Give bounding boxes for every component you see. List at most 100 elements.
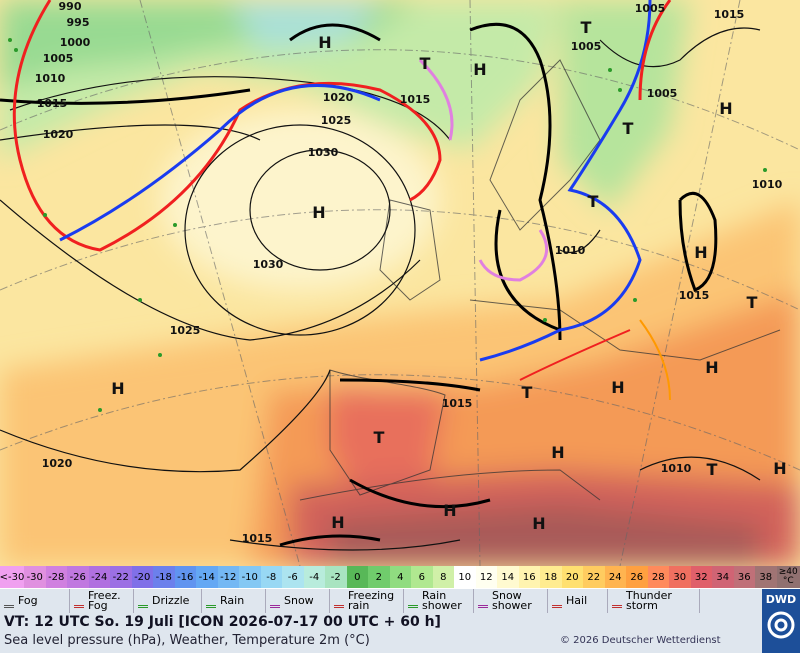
pressure-center: H xyxy=(773,459,786,478)
scale-low: <-30 xyxy=(0,566,24,588)
pressure-center: T xyxy=(374,428,385,447)
scale-cell: -2 xyxy=(325,566,347,588)
scale-cell: -26 xyxy=(67,566,89,588)
pressure-center: H xyxy=(719,99,732,118)
scale-cell: 12 xyxy=(475,566,497,588)
isobar-label: 1015 xyxy=(714,8,745,21)
scale-cell: 8 xyxy=(432,566,454,588)
isobar-label: 1025 xyxy=(321,114,352,127)
scale-cell: 36 xyxy=(733,566,755,588)
isobar-label: 995 xyxy=(67,16,90,29)
pressure-center: T xyxy=(707,460,718,479)
scale-cell: 20 xyxy=(561,566,583,588)
isobar-label: 1020 xyxy=(42,457,73,470)
legend-label: Rain xyxy=(220,594,245,607)
scale-cell: 2 xyxy=(368,566,390,588)
scale-cell: 16 xyxy=(518,566,540,588)
legend-item: Thunder storm xyxy=(608,589,700,613)
legend-item: Fog xyxy=(0,589,70,613)
map-description: Sea level pressure (hPa), Weather, Tempe… xyxy=(4,633,370,648)
isobar-label: 1015 xyxy=(37,97,68,110)
pressure-center: T xyxy=(420,54,431,73)
legend-item: Drizzle xyxy=(134,589,202,613)
legend-icon xyxy=(552,595,562,608)
legend-label: Freezing rain xyxy=(348,589,395,612)
scale-high: ≥40 °C xyxy=(776,566,800,588)
isobar-label: 1025 xyxy=(170,324,201,337)
pressure-center: T xyxy=(588,192,599,211)
legend-label: Freez. Fog xyxy=(88,589,121,612)
pressure-center: H xyxy=(473,60,486,79)
legend-icon xyxy=(206,595,216,608)
isobar-label: 1000 xyxy=(60,36,91,49)
scale-cell: -12 xyxy=(217,566,239,588)
legend-label: Fog xyxy=(18,594,38,607)
logo-icon xyxy=(767,611,795,639)
weather-map: 990 995 1000 1005 1010 1015 1020 1020 1025 1030 10… xyxy=(0,0,800,566)
legend-icon xyxy=(270,595,280,608)
legend-label: Snow shower xyxy=(492,589,532,612)
scale-cell: 30 xyxy=(669,566,691,588)
valid-time: VT: 12 UTC So. 19 Juli [ICON 2026-07-17 … xyxy=(4,614,441,630)
scale-cell: -16 xyxy=(174,566,196,588)
scale-cell: -30 xyxy=(24,566,46,588)
scale-cell: 24 xyxy=(604,566,626,588)
legend-icon xyxy=(478,595,488,608)
legend-label: Snow xyxy=(284,594,314,607)
pressure-center: H xyxy=(705,358,718,377)
logo-text: DWD xyxy=(765,593,797,606)
legend-item: Hail xyxy=(548,589,608,613)
scale-cell: -22 xyxy=(110,566,132,588)
scale-cell: -4 xyxy=(303,566,325,588)
legend-label: Thunder storm xyxy=(626,589,672,612)
isobar-label: 1020 xyxy=(323,91,354,104)
legend-item: Freez. Fog xyxy=(70,589,134,613)
isobar-label: 990 xyxy=(59,0,82,13)
legend-item: Freezing rain xyxy=(330,589,404,613)
temperature-scale: <-30 -30 -28 -26 -24 -22 -20 -18 -16 -14 -12 -10 -8-… xyxy=(0,566,800,588)
legend-label: Drizzle xyxy=(152,594,190,607)
pressure-center: H xyxy=(318,33,331,52)
isobar-label: 1030 xyxy=(253,258,284,271)
scale-cell: -8 xyxy=(260,566,282,588)
scale-cell: -14 xyxy=(196,566,218,588)
copyright: © 2026 Deutscher Wetterdienst xyxy=(560,635,721,646)
scale-cell: 4 xyxy=(389,566,411,588)
pressure-center: H xyxy=(331,513,344,532)
legend-icon xyxy=(334,595,344,608)
pressure-center: H xyxy=(551,443,564,462)
isobar-label: 1030 xyxy=(308,146,339,159)
isobar-label: 1010 xyxy=(752,178,783,191)
isobar-label: 1005 xyxy=(635,2,666,15)
legend-item: Rain shower xyxy=(404,589,474,613)
scale-cell: -18 xyxy=(153,566,175,588)
legend-icon xyxy=(74,595,84,608)
pressure-center: H xyxy=(611,378,624,397)
pressure-center: H xyxy=(312,203,325,222)
legend-icon xyxy=(612,595,622,608)
scale-cell: 34 xyxy=(712,566,734,588)
legend-icon xyxy=(4,595,14,608)
pressure-center: T xyxy=(581,18,592,37)
pressure-center: T xyxy=(623,119,634,138)
isobar-label: 1005 xyxy=(571,40,602,53)
legend-label: Hail xyxy=(566,594,588,607)
isobar-label: 1010 xyxy=(661,462,692,475)
legend-icon xyxy=(138,595,148,608)
isobar-label: 1010 xyxy=(555,244,586,257)
scale-cell: -10 xyxy=(239,566,261,588)
scale-cell: 14 xyxy=(497,566,519,588)
isobar-label: 1005 xyxy=(647,87,678,100)
scale-cell: 10 xyxy=(454,566,476,588)
scale-cell: 0 xyxy=(346,566,368,588)
pressure-center: H xyxy=(443,501,456,520)
pressure-center: T xyxy=(522,383,533,402)
legend-item: Snow shower xyxy=(474,589,548,613)
legend-icon xyxy=(408,595,418,608)
isobar-label: 1010 xyxy=(35,72,66,85)
dwd-logo: DWD xyxy=(762,589,800,653)
isobar-label: 1015 xyxy=(242,532,273,545)
scale-cell: 38 xyxy=(755,566,777,588)
scale-cell: 18 xyxy=(540,566,562,588)
